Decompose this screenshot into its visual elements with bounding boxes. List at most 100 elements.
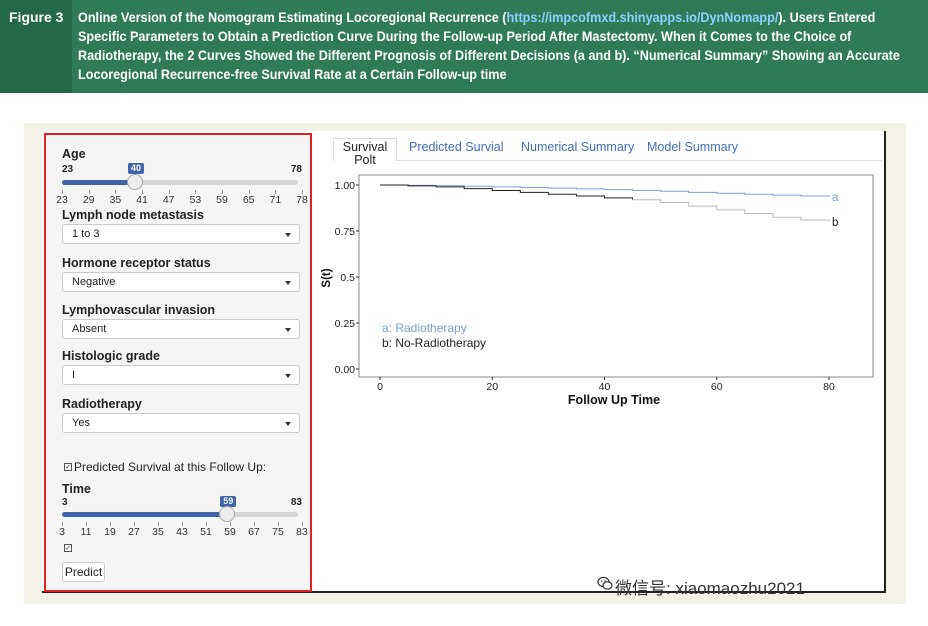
- tab-survival-plot[interactable]: Survival Polt: [333, 138, 397, 167]
- age-slider-range: 23 78: [62, 164, 302, 175]
- time-slider-range: 3 83: [62, 497, 302, 508]
- y-tick-label: 0.25: [335, 318, 356, 330]
- grade-label: Histologic grade: [62, 349, 160, 363]
- age-slider[interactable]: [62, 174, 298, 190]
- radiotherapy-label: Radiotherapy: [62, 397, 142, 411]
- option-checkbox[interactable]: ✓: [64, 544, 72, 552]
- age-tick-mark: [62, 190, 63, 194]
- x-tick-label: 60: [711, 381, 723, 393]
- y-tick-label: 1.00: [335, 180, 356, 192]
- time-tick-mark: [302, 522, 303, 526]
- tab-predicted-survival[interactable]: Predicted Survial: [409, 140, 504, 154]
- time-slider[interactable]: [62, 506, 298, 522]
- age-label: Age: [62, 147, 86, 161]
- tab-numerical-summary[interactable]: Numerical Summary: [521, 140, 635, 154]
- time-tick-label: 51: [200, 526, 212, 538]
- time-tick-label: 3: [59, 526, 65, 538]
- lvi-selected-value: Absent: [72, 323, 107, 335]
- hormone-label: Hormone receptor status: [62, 256, 211, 270]
- time-tick-mark: [206, 522, 207, 526]
- plot-area: [358, 174, 874, 378]
- lymph-label: Lymph node metastasis: [62, 208, 204, 222]
- figure-caption: Online Version of the Nomogram Estimatin…: [78, 8, 920, 84]
- age-tick-mark: [275, 190, 277, 194]
- x-tick-label: 0: [377, 381, 383, 393]
- tab-bar-divider: [397, 160, 882, 161]
- wechat-watermark: 微信号: xiaomaozhu2021: [615, 579, 805, 598]
- time-tick-mark: [182, 522, 183, 526]
- age-tick-label: 47: [162, 194, 175, 206]
- age-tick-marks: [62, 190, 303, 194]
- age-tick-mark: [302, 190, 303, 194]
- legend-item-b: b: No-Radiotherapy: [382, 336, 486, 350]
- radiotherapy-select[interactable]: Yes: [62, 413, 300, 433]
- time-tick-label: 35: [152, 526, 164, 538]
- input-sidebar: Age 23 78 40 23 29 35 41 47 53 59 65 71 78 Lymph …: [44, 133, 312, 592]
- chevron-down-icon: [285, 422, 291, 426]
- predicted-survival-checkbox[interactable]: ✓: [64, 463, 72, 471]
- age-tick-label: 29: [82, 194, 95, 206]
- time-label: Time: [62, 482, 91, 496]
- lymph-selected-value: 1 to 3: [72, 228, 100, 240]
- time-tick-mark: [278, 522, 279, 526]
- lvi-select[interactable]: Absent: [62, 319, 300, 339]
- legend-item-a: a: Radiotherapy: [382, 321, 467, 335]
- age-tick-label: 35: [109, 194, 122, 206]
- predicted-survival-label: Predicted Survival at this Follow Up:: [74, 460, 267, 474]
- caption-text-end: ). Users Entered Specific Parameters to …: [78, 10, 900, 82]
- time-slider-handle[interactable]: [219, 506, 236, 522]
- y-axis-label: S(t): [321, 268, 333, 287]
- figure-header: [0, 0, 928, 93]
- chevron-down-icon: [285, 328, 291, 332]
- chevron-down-icon: [285, 281, 291, 285]
- chevron-down-icon: [285, 374, 291, 378]
- series-b-line-tail: [632, 199, 830, 222]
- lymph-select[interactable]: 1 to 3: [62, 224, 300, 244]
- y-tick-label: 0.5: [340, 272, 355, 284]
- lvi-label: Lymphovascular invasion: [62, 303, 216, 317]
- age-tick-label: 65: [242, 194, 255, 206]
- grade-select[interactable]: I: [62, 365, 300, 385]
- time-max: 83: [290, 497, 302, 508]
- tab-model-summary[interactable]: Model Summary: [647, 140, 738, 154]
- age-value-badge: 40: [127, 163, 144, 174]
- age-tick-mark: [88, 190, 90, 194]
- caption-link[interactable]: https://impcofmxd.shinyapps.io/DynNomapp…: [506, 10, 779, 25]
- age-tick-mark: [168, 190, 170, 194]
- age-slider-handle[interactable]: [126, 174, 143, 190]
- predict-button[interactable]: Predict: [62, 562, 105, 582]
- time-tick-label: 59: [224, 526, 236, 538]
- time-tick-label: 19: [104, 526, 116, 538]
- time-tick-marks: [62, 522, 303, 526]
- time-min: 3: [62, 497, 68, 508]
- age-tick-label: 53: [189, 194, 202, 206]
- time-tick-mark: [86, 522, 87, 526]
- age-tick-label: 71: [269, 194, 282, 206]
- age-tick-label: 23: [56, 194, 68, 206]
- age-slider-fill: [62, 180, 135, 185]
- time-tick-mark: [230, 522, 231, 526]
- time-tick-mark: [158, 522, 159, 526]
- wechat-icon: [597, 576, 613, 590]
- age-min: 23: [62, 164, 74, 175]
- time-slider-fill: [62, 512, 228, 517]
- time-tick-label: 67: [248, 526, 260, 538]
- chevron-down-icon: [285, 233, 291, 237]
- hormone-select[interactable]: Negative: [62, 272, 300, 292]
- series-b-line: [380, 184, 634, 200]
- time-tick-label: 27: [128, 526, 140, 538]
- time-tick-label: 11: [80, 526, 92, 538]
- age-tick-mark: [222, 190, 223, 194]
- x-axis-label: Follow Up Time: [568, 393, 660, 407]
- age-tick-label: 41: [136, 194, 148, 206]
- age-tick-mark: [248, 190, 250, 194]
- hormone-selected-value: Negative: [72, 276, 116, 288]
- caption-text-start: Online Version of the Nomogram Estimatin…: [78, 10, 507, 25]
- time-tick-label: 83: [296, 526, 308, 538]
- age-tick-mark: [195, 190, 197, 194]
- time-tick-mark: [62, 522, 63, 526]
- x-tick-label: 40: [599, 381, 611, 393]
- age-max: 78: [290, 164, 302, 175]
- age-tick-mark: [142, 190, 143, 194]
- age-tick-mark: [115, 190, 117, 194]
